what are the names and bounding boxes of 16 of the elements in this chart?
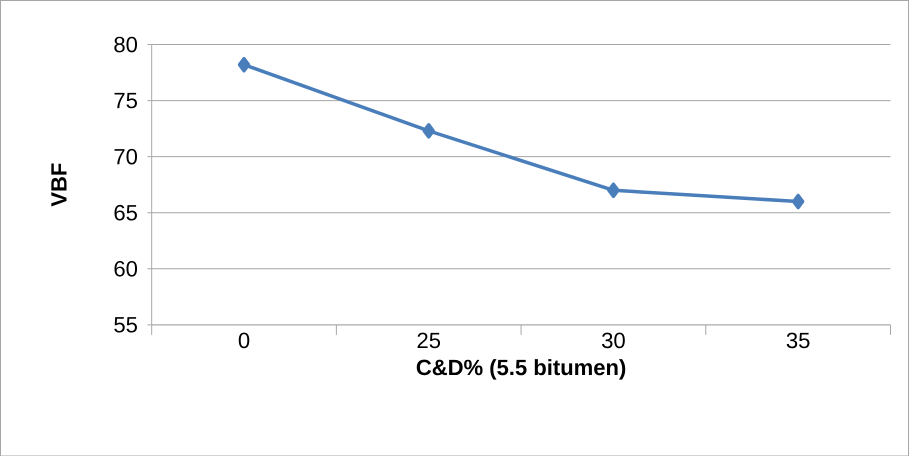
y-tick-label: 55 [114, 316, 137, 332]
x-tick-label: 0 [238, 332, 250, 348]
y-tick-label: 70 [114, 148, 138, 164]
x-tick-label: 30 [602, 332, 625, 348]
point [792, 194, 804, 210]
y-tick-label: 65 [114, 204, 137, 220]
y-axis-title: VBF [51, 163, 66, 206]
point [238, 56, 250, 72]
y-tick-label: 60 [114, 260, 138, 276]
y-tick-label: 80 [114, 36, 138, 52]
point [607, 182, 620, 198]
x-tick-label: 25 [418, 332, 440, 348]
x-axis-title: C&D% (5.5 bitumen) [416, 358, 626, 380]
y-tick-label: 75 [114, 92, 137, 108]
x-tick-label: 35 [786, 332, 810, 348]
point [422, 122, 435, 138]
